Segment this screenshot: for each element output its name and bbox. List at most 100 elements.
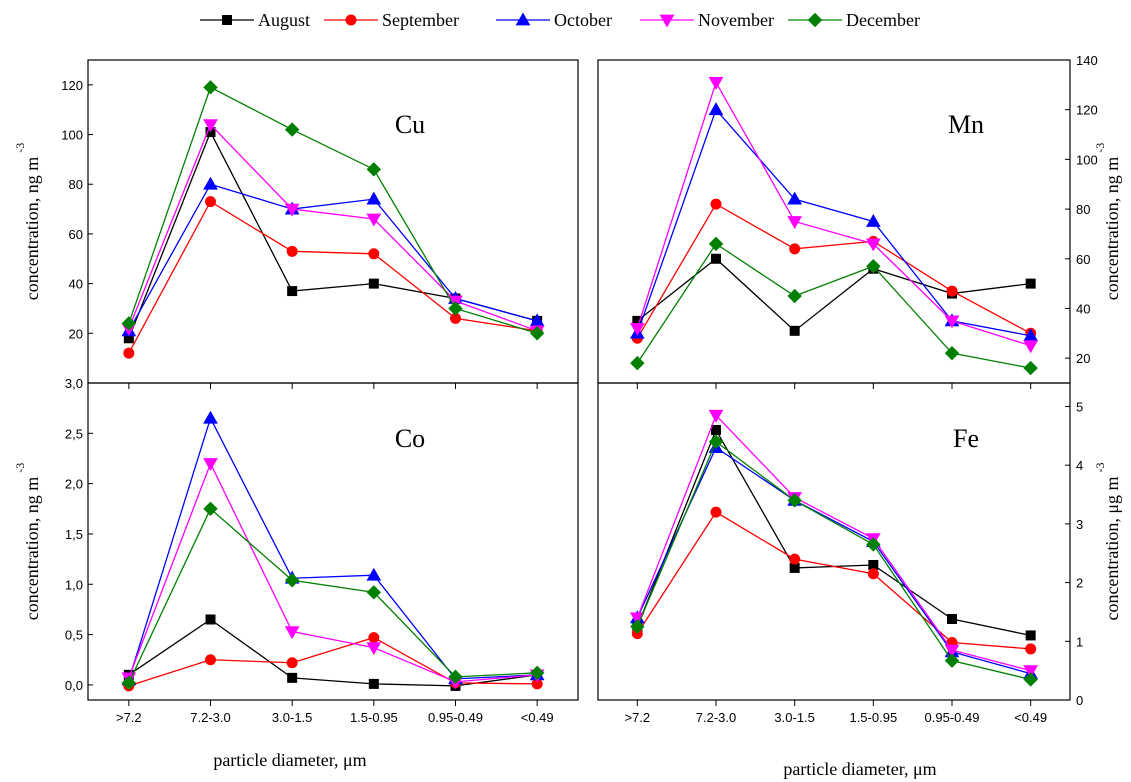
y-tick-label: 80 — [69, 177, 83, 192]
legend-marker-october — [515, 12, 531, 26]
data-point-august — [1025, 278, 1036, 289]
y-tick-label: 2,5 — [65, 426, 83, 441]
data-point-november — [787, 216, 803, 230]
data-point-december — [787, 493, 802, 508]
data-point-december — [708, 434, 724, 449]
data-point-september — [368, 248, 380, 260]
y-axis-title-mn: concentration, ng m -3 — [1093, 143, 1122, 300]
y-tick-label: 3 — [1076, 517, 1083, 532]
y-tick-label: 4 — [1076, 458, 1083, 473]
data-point-november — [366, 213, 382, 227]
data-point-december — [866, 259, 881, 274]
y-tick-label: 1,5 — [65, 527, 83, 542]
plot-frame-co — [87, 382, 579, 701]
data-point-august — [947, 613, 957, 624]
series-november — [121, 119, 545, 339]
y-axis-title-text: concentration, ng m — [22, 477, 42, 620]
data-point-november — [203, 119, 218, 133]
y-tick-label: 0,5 — [65, 628, 83, 643]
y-tick-label: 100 — [1076, 152, 1098, 167]
data-point-november — [1023, 340, 1039, 354]
y-tick-label: 60 — [1076, 252, 1090, 267]
data-point-november — [203, 458, 218, 472]
series-line-november — [128, 461, 538, 683]
y-tick-label: 3,0 — [65, 376, 83, 391]
element-label-co: Co — [395, 424, 425, 453]
data-point-december — [787, 288, 802, 304]
data-point-december — [284, 122, 300, 137]
panel-mn: 20 40 60 80 100 120 140 concentration, ng m -3 Mn — [597, 53, 1122, 389]
series-september — [631, 506, 1037, 655]
series-line-october — [128, 183, 538, 332]
x-tick-label: 1.5-0.95 — [350, 710, 398, 725]
data-point-august — [789, 325, 800, 336]
data-point-september — [710, 198, 722, 210]
data-point-december — [866, 537, 881, 552]
data-point-october — [787, 191, 803, 205]
legend-marker-august — [222, 15, 232, 25]
y-axis-title-text: concentration, μg m — [1102, 476, 1122, 620]
series-line-november — [128, 123, 538, 332]
series-line-december — [128, 86, 538, 334]
series-line-september — [128, 636, 538, 687]
y-tick-label: 120 — [1076, 103, 1098, 118]
data-point-november — [944, 315, 960, 329]
legend: August September October November December — [200, 10, 920, 30]
data-point-august — [868, 559, 879, 570]
data-point-december — [944, 653, 960, 668]
element-label-mn: Mn — [948, 110, 984, 139]
y-axis-title-superscript: -3 — [1093, 462, 1107, 472]
series-september — [123, 632, 543, 692]
data-point-december — [203, 80, 218, 95]
series-november — [629, 409, 1039, 679]
y-tick-label: 0 — [1076, 693, 1083, 708]
series-december — [121, 80, 545, 341]
data-point-december — [203, 501, 218, 517]
data-point-august — [287, 672, 298, 683]
data-point-november — [944, 644, 960, 658]
x-tick-label: 0.95-0.49 — [925, 710, 980, 725]
series-line-september — [636, 511, 1031, 650]
series-november — [121, 458, 545, 690]
y-tick-label: 40 — [69, 277, 83, 292]
series-august — [632, 424, 1036, 641]
x-tick-label: 7.2-3.0 — [696, 710, 736, 725]
data-point-december — [630, 619, 645, 634]
data-point-august — [368, 278, 379, 289]
series-line-august — [128, 130, 538, 339]
legend-marker-november — [659, 14, 675, 28]
series-line-october — [636, 446, 1031, 675]
series-line-august — [636, 428, 1031, 637]
legend-label: August — [258, 10, 310, 30]
data-point-september — [286, 657, 298, 669]
x-tick-label: >7.2 — [116, 710, 142, 725]
data-point-september — [205, 196, 216, 208]
legend-item-august: August — [200, 10, 310, 30]
y-tick-label: 2,0 — [65, 477, 83, 492]
legend-item-september: September — [324, 10, 459, 30]
y-tick-label: 20 — [69, 326, 83, 341]
data-point-august — [711, 424, 721, 435]
legend-item-december: December — [788, 10, 920, 30]
data-point-december — [121, 675, 137, 691]
x-axis-title-right: particle diameter, μm — [783, 759, 936, 779]
series-october — [629, 102, 1039, 342]
data-point-december — [529, 665, 545, 681]
data-point-december — [448, 669, 463, 685]
x-tick-label: 3.0-1.5 — [272, 710, 312, 725]
data-point-september — [1025, 643, 1037, 655]
data-point-november — [366, 642, 382, 656]
series-line-august — [128, 618, 538, 687]
data-point-october — [366, 191, 382, 205]
data-point-november — [708, 76, 724, 90]
series-august — [123, 127, 543, 344]
y-axis-title-superscript: -3 — [13, 143, 27, 153]
series-august — [632, 253, 1036, 336]
data-point-november — [284, 626, 300, 640]
data-point-september — [286, 245, 298, 257]
y-axis-title-co: concentration, ng m -3 — [13, 463, 42, 620]
y-tick-label: 2 — [1076, 576, 1083, 591]
series-line-december — [128, 507, 538, 684]
data-point-september — [789, 553, 801, 565]
